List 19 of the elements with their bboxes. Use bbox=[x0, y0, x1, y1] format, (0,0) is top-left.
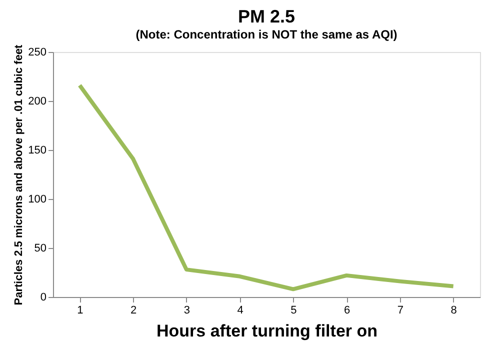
x-tick-label: 8 bbox=[450, 304, 457, 316]
chart-title: PM 2.5 bbox=[238, 6, 296, 26]
x-tick-label: 4 bbox=[237, 304, 244, 316]
x-tick-label: 7 bbox=[397, 304, 404, 316]
y-tick-label: 50 bbox=[34, 242, 46, 254]
y-tick-label: 0 bbox=[40, 292, 46, 304]
x-tick-label: 2 bbox=[130, 304, 137, 316]
chart-subtitle: (Note: Concentration is NOT the same as AQI) bbox=[136, 27, 398, 42]
x-axis-title: Hours after turning filter on bbox=[156, 322, 378, 340]
x-tick-label: 3 bbox=[184, 304, 190, 316]
y-tick-label: 200 bbox=[28, 96, 46, 108]
y-tick-label: 150 bbox=[28, 144, 46, 156]
line-series bbox=[78, 83, 456, 292]
x-tick-label: 1 bbox=[77, 304, 84, 316]
y-axis-title: Particles 2.5 microns and above per .01 cubic feet bbox=[13, 44, 26, 306]
x-tick-label: 6 bbox=[344, 304, 350, 316]
y-tick-label: 100 bbox=[28, 194, 46, 206]
x-tick-label: 5 bbox=[290, 304, 297, 316]
y-tick-label: 250 bbox=[28, 46, 46, 58]
